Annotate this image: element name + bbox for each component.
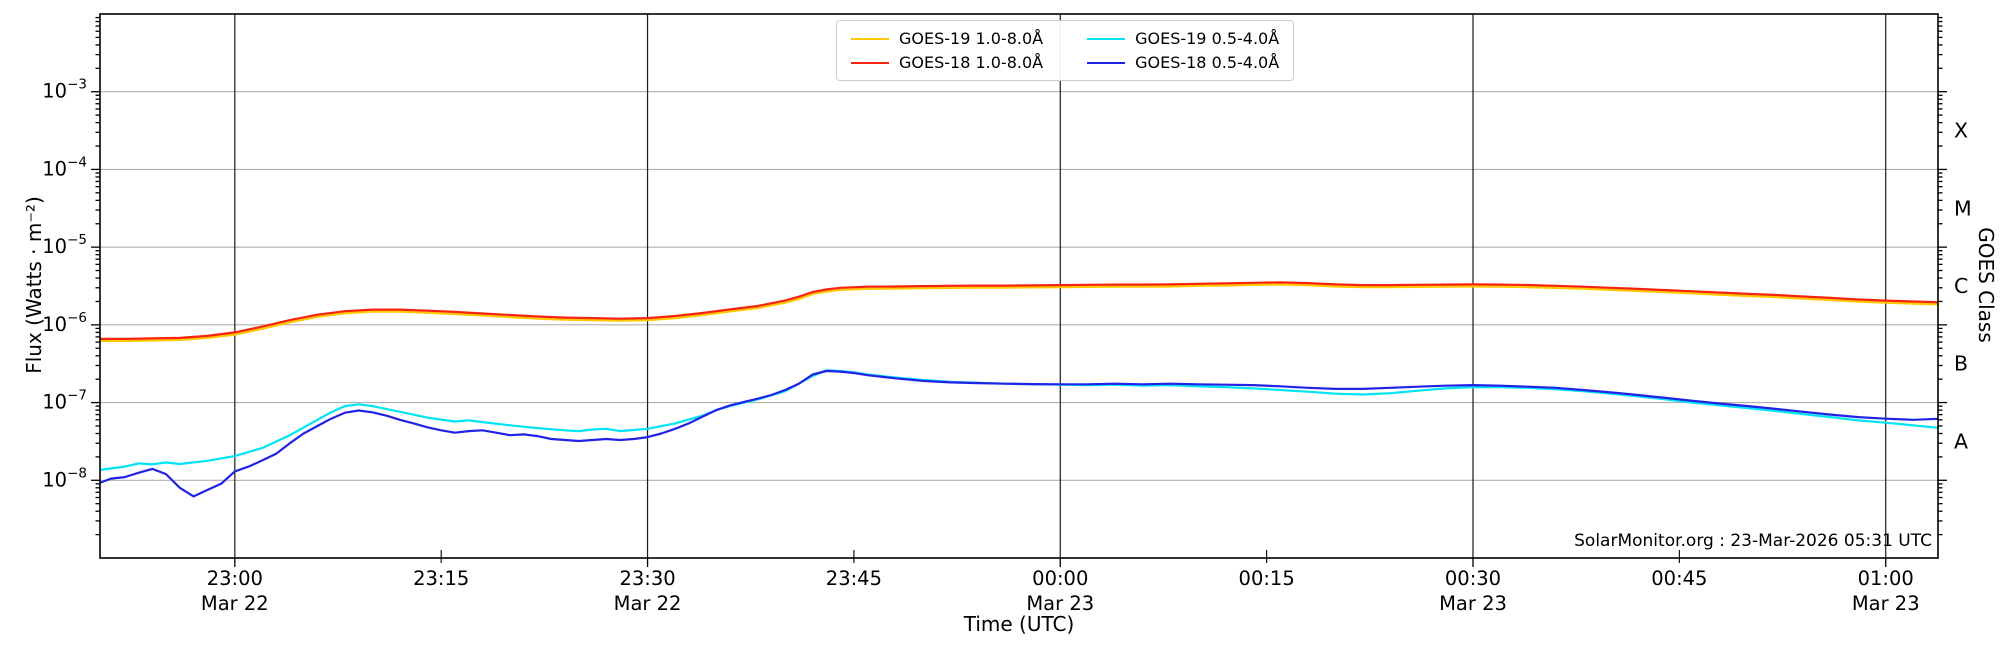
svg-text:00:45: 00:45 [1651, 567, 1707, 590]
y-axis-title-right: GOES Class [1974, 227, 1998, 343]
legend-label: GOES-19 1.0-8.0Å [899, 29, 1044, 48]
svg-text:Mar 23: Mar 23 [1026, 592, 1094, 615]
legend-label: GOES-18 0.5-4.0Å [1135, 53, 1280, 72]
legend-label: GOES-18 1.0-8.0Å [899, 53, 1044, 72]
svg-text:23:45: 23:45 [826, 567, 882, 590]
svg-text:10−5: 10−5 [42, 232, 87, 258]
svg-text:Mar 23: Mar 23 [1852, 592, 1920, 615]
y-axis-title-left: Flux (Watts · m⁻²) [22, 196, 46, 374]
legend-label: GOES-19 0.5-4.0Å [1135, 29, 1280, 48]
svg-text:X: X [1954, 119, 1968, 143]
svg-text:A: A [1954, 429, 1968, 453]
y-gridlines [100, 91, 1938, 481]
svg-text:10−7: 10−7 [42, 388, 87, 414]
y-tick-labels: 10−3 10−4 10−5 10−6 10−7 10−8 [42, 77, 87, 492]
legend-line-swatch-goes18-long [851, 61, 889, 64]
series-line-goes-18-1.0-8.0å [100, 281, 1938, 340]
svg-text:10−4: 10−4 [42, 154, 87, 180]
series-line-goes-18-0.5-4.0å [100, 369, 1938, 498]
series-line-goes-19-0.5-4.0å [100, 369, 1938, 471]
svg-text:Mar 23: Mar 23 [1439, 592, 1507, 615]
svg-text:10−3: 10−3 [42, 77, 87, 103]
legend-item: GOES-18 0.5-4.0Å [1087, 53, 1279, 72]
legend-item: GOES-19 0.5-4.0Å [1087, 29, 1279, 48]
svg-text:00:00: 00:00 [1032, 567, 1088, 590]
svg-text:10−6: 10−6 [42, 310, 87, 336]
svg-text:01:00: 01:00 [1858, 567, 1914, 590]
attribution-text: SolarMonitor.org : 23-Mar-2026 05:31 UTC [1574, 531, 1932, 551]
svg-text:23:00: 23:00 [207, 567, 263, 590]
legend-line-swatch-goes18-short [1087, 61, 1126, 64]
axis-ticks [91, 16, 1947, 567]
svg-text:10−8: 10−8 [42, 465, 87, 491]
series-line-goes-19-1.0-8.0å [100, 283, 1938, 343]
svg-text:00:15: 00:15 [1239, 567, 1295, 590]
legend-item: GOES-18 1.0-8.0Å [851, 53, 1043, 72]
plot-border [99, 13, 1939, 559]
svg-text:23:30: 23:30 [619, 567, 675, 590]
legend-box: GOES-19 1.0-8.0Å GOES-18 1.0-8.0Å GOES-1… [836, 20, 1295, 81]
x-axis-title: Time (UTC) [963, 612, 1075, 636]
legend-line-swatch-goes19-long [851, 37, 889, 40]
goes-class-labels: X M C B A [1954, 119, 1972, 454]
svg-text:Mar 22: Mar 22 [614, 592, 682, 615]
svg-text:B: B [1954, 352, 1968, 376]
svg-text:C: C [1954, 274, 1968, 298]
svg-text:Mar 22: Mar 22 [201, 592, 269, 615]
legend-line-swatch-goes19-short [1087, 37, 1126, 40]
legend-item: GOES-19 1.0-8.0Å [851, 29, 1043, 48]
svg-text:00:30: 00:30 [1445, 567, 1501, 590]
series-lines [100, 281, 1938, 498]
svg-text:M: M [1954, 196, 1972, 220]
svg-text:23:15: 23:15 [413, 567, 469, 590]
